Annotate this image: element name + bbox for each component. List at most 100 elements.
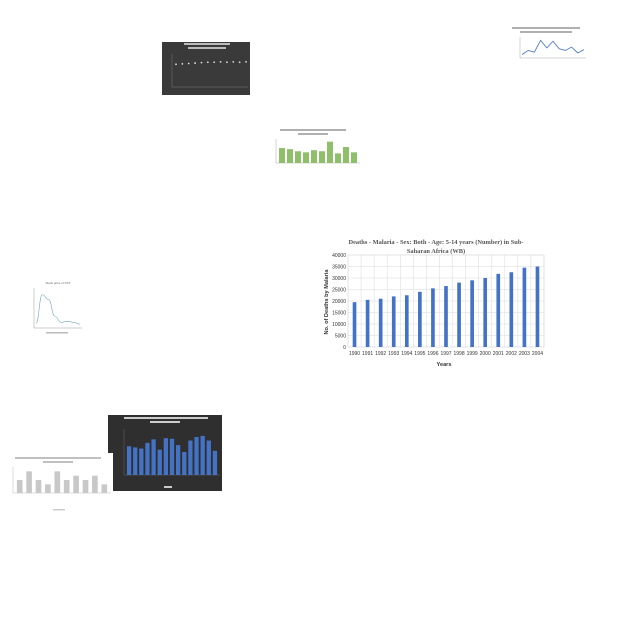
title-placeholder xyxy=(520,31,572,33)
y-tick-label: 40000 xyxy=(332,253,346,259)
chart-title-line-2: Saharan Africa (WB) xyxy=(407,248,465,255)
x-tick-label: 1995 xyxy=(414,351,425,357)
x-tick-label: 1999 xyxy=(467,351,478,357)
chart-marks xyxy=(521,39,585,55)
data-point xyxy=(238,61,241,64)
chart-thumbnail-stock-line: Stock price of XXX xyxy=(24,280,86,336)
bar xyxy=(418,291,422,347)
bar xyxy=(327,141,333,163)
y-tick-label: 15000 xyxy=(332,310,346,316)
bar xyxy=(303,152,309,163)
title-placeholder xyxy=(280,129,346,131)
x-label-placeholder xyxy=(53,509,65,511)
series-line xyxy=(35,294,81,325)
title-placeholder xyxy=(43,461,73,463)
bar xyxy=(365,299,370,347)
x-tick-label: 2002 xyxy=(506,351,517,357)
data-point xyxy=(213,61,216,64)
y-tick-label: 5000 xyxy=(335,333,346,339)
x-tick-label: 1994 xyxy=(401,351,412,357)
data-point xyxy=(219,60,222,63)
bar xyxy=(287,149,293,163)
chart-marks xyxy=(35,294,81,325)
bar xyxy=(101,484,108,493)
chart-svg xyxy=(512,27,586,59)
title-placeholder xyxy=(150,421,180,423)
y-tick-label: 30000 xyxy=(332,276,346,282)
x-tick-label: 1992 xyxy=(375,351,386,357)
chart-svg xyxy=(162,42,250,95)
y-tick-label: 10000 xyxy=(332,322,346,328)
y-tick-label: 25000 xyxy=(332,287,346,293)
bar xyxy=(54,471,61,493)
x-tick-labels: 1990 1991 1992 1993 1994 1995 1996 1997 1998 1999… xyxy=(349,351,543,357)
y-tick-label: 35000 xyxy=(332,264,346,270)
bar xyxy=(206,440,211,475)
chart-svg: Stock price of XXX xyxy=(33,281,82,334)
bar xyxy=(470,280,474,347)
chart-marks xyxy=(175,60,247,66)
chart-thumbnail-dark-blue-bars xyxy=(108,415,222,491)
chart-title: Stock price of XXX xyxy=(45,281,70,285)
bar xyxy=(145,442,150,475)
bar xyxy=(522,267,527,347)
bar xyxy=(496,273,501,347)
bar xyxy=(378,298,383,347)
bar xyxy=(73,475,79,493)
bar xyxy=(200,435,205,475)
chart-background xyxy=(162,42,250,95)
x-tick-label: 2004 xyxy=(532,351,543,357)
chart-title-line-1: Deaths - Malaria - Sex: Both - Age: 5-14… xyxy=(348,239,523,246)
data-point xyxy=(175,63,177,66)
y-tick-label: 0 xyxy=(343,345,346,351)
data-point xyxy=(245,60,247,63)
x-tick-label: 1990 xyxy=(349,351,360,357)
chart-thumbnail-dark-dots xyxy=(162,42,250,95)
chart-marks xyxy=(352,266,540,347)
bar xyxy=(351,152,357,163)
bar xyxy=(431,288,435,347)
chart-marks xyxy=(126,435,218,475)
x-tick-label: 2003 xyxy=(519,351,530,357)
x-tick-label: 1998 xyxy=(454,351,465,357)
y-axis-label: No. of Deaths by Malaria xyxy=(324,269,330,335)
bar xyxy=(157,449,162,475)
chart-thumbnail-line xyxy=(500,25,588,78)
bar xyxy=(45,484,51,493)
x-axis-label: Years xyxy=(437,362,452,368)
data-point xyxy=(232,60,235,63)
title-placeholder xyxy=(15,457,101,459)
chart-thumbnail-grey-bars xyxy=(5,453,113,513)
x-tick-label: 1997 xyxy=(440,351,451,357)
chart-svg xyxy=(275,129,360,164)
data-point xyxy=(200,61,203,64)
y-tick-labels: 0 5000 10000 15000 20000 25000 30000 35000 40000 xyxy=(332,253,346,351)
bar xyxy=(188,440,193,475)
bar xyxy=(335,153,341,163)
bar xyxy=(35,480,42,493)
title-placeholder xyxy=(512,27,580,29)
bar xyxy=(352,302,357,347)
bar xyxy=(126,446,132,475)
x-tick-label: 1991 xyxy=(362,351,373,357)
bar xyxy=(535,266,540,347)
title-placeholder xyxy=(298,133,328,135)
bar xyxy=(182,452,187,475)
chart-svg: Deaths - Malaria - Sex: Both - Age: 5-14… xyxy=(324,239,545,368)
bar xyxy=(391,296,396,347)
bar xyxy=(133,447,138,475)
data-point xyxy=(226,61,228,64)
bar xyxy=(295,151,301,163)
data-point xyxy=(181,63,184,65)
bar xyxy=(63,480,70,493)
bar xyxy=(311,150,317,163)
x-tick-label: 2001 xyxy=(493,351,504,357)
bar xyxy=(404,295,409,347)
chart-marks xyxy=(16,471,108,493)
title-placeholder xyxy=(188,47,226,49)
bar xyxy=(279,148,285,163)
series-line xyxy=(521,39,585,55)
chart-svg xyxy=(108,415,222,491)
bar xyxy=(92,475,98,493)
bar xyxy=(169,438,175,475)
